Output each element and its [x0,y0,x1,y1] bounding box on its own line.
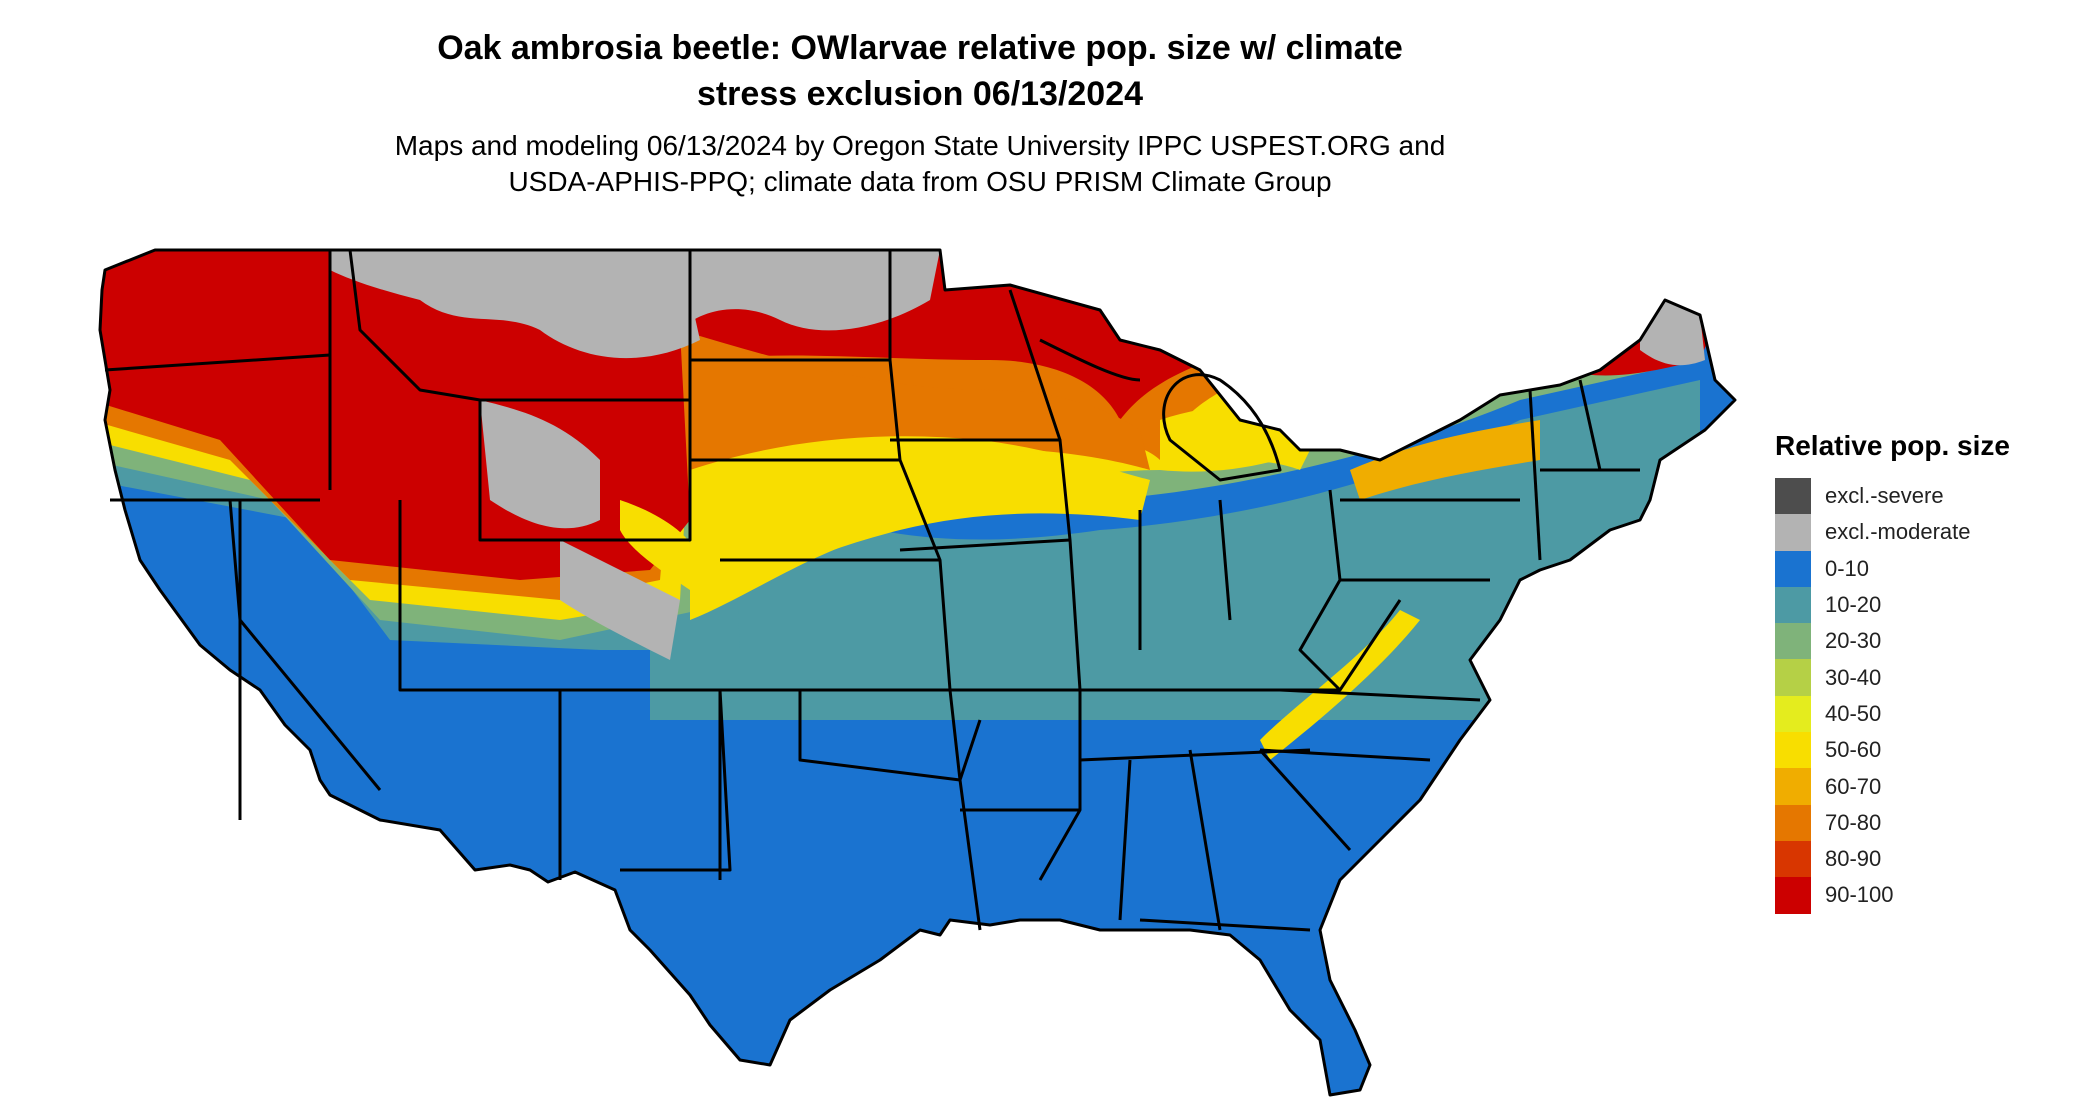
legend-item: 60-70 [1775,768,2010,805]
legend-item: 40-50 [1775,695,2010,733]
legend-label: 0-10 [1825,555,1870,581]
legend-label: 10-20 [1825,592,1882,618]
border-oh-pa [1328,489,1342,581]
border-ga-sc [1258,748,1352,852]
legend-swatch [1775,695,1811,733]
legend-swatch [1775,586,1811,624]
border-mi-lp [1162,373,1282,482]
border-ca-nv [228,499,382,791]
border-nm-tx [620,689,732,872]
us-population-map [98,248,1737,1097]
map-fill-layers [100,250,1735,1095]
title-line-2: stress exclusion 06/13/2024 [696,75,1144,113]
region-excl-moderate-north [330,250,700,359]
legend-item: 10-20 [1775,586,2010,624]
border-nc-sc [1259,748,1431,762]
subtitle-line-2: USDA-APHIS-PPQ; climate data from OSU PR… [508,166,1332,197]
legend-swatch [1775,804,1811,841]
region-50-60-midwest [690,436,1150,620]
border-fl [1139,918,1311,932]
region-excl-moderate-colorado [560,540,680,660]
region-excl-moderate-minnesota [680,250,940,331]
border-ok-tx [798,690,982,782]
legend-item: 80-90 [1775,840,2010,878]
legend-label: 40-50 [1825,700,1882,726]
border-ny-ne [1528,389,1542,561]
title-line-1: Oak ambrosia beetle: OWlarvae relative p… [437,29,1403,67]
legend-items: excl.-severe excl.-moderate 0-10 10-20 20-30… [1775,478,2010,914]
region-excl-moderate-wyoming [480,400,600,529]
border-al-ga [1188,749,1222,931]
border-id-mt [348,249,481,402]
map-subtitle: Maps and modeling 06/13/2024 by Oregon S… [0,128,1840,200]
region-50-60-appalachia [1260,610,1420,760]
legend-label: 70-80 [1825,809,1882,835]
legend-item: 0-10 [1775,550,2010,587]
legend-label: excl.-severe [1825,483,1944,509]
border-central-vertical [888,250,982,931]
legend-label: 60-70 [1825,773,1882,799]
legend-item: excl.-severe [1775,478,2010,515]
border-wi-mi [1039,338,1141,382]
legend-swatch [1775,732,1811,769]
subtitle-line-1: Maps and modeling 06/13/2024 by Oregon S… [394,130,1446,161]
legend-label: 50-60 [1825,737,1882,763]
legend-item: 30-40 [1775,659,2010,696]
border-wa-or [104,353,331,372]
us-outline [98,248,1737,1097]
legend-label: 30-40 [1825,664,1882,690]
legend-item: excl.-moderate [1775,514,2010,551]
region-50-60-colorado [620,500,700,590]
legend-swatch [1775,550,1811,587]
border-in-oh [1218,499,1232,621]
region-60-70-northeast [1350,420,1540,500]
legend-item: 90-100 [1775,877,2010,914]
border-ia-mo [899,538,1071,552]
legend-swatch [1775,514,1811,551]
legend-label: 80-90 [1825,846,1882,872]
region-50-60-michigan [1160,406,1320,470]
border-va-nc [1279,688,1481,702]
legend-swatch [1775,478,1811,515]
map-title: Oak ambrosia beetle: OWlarvae relative p… [0,25,1840,117]
legend: Relative pop. size excl.-severe excl.-mod… [1775,430,2010,914]
legend-label: 90-100 [1825,882,1894,908]
legend-label: 20-30 [1825,628,1882,654]
legend-swatch [1775,768,1811,805]
legend-item: 20-30 [1775,623,2010,660]
border-ms-al [1118,759,1132,921]
legend-swatch [1775,623,1811,660]
state-borders [98,248,1737,1097]
legend-label: excl.-moderate [1825,519,1971,545]
legend-swatch [1775,840,1811,878]
border-ut-co [398,500,560,692]
legend-swatch [1775,659,1811,696]
border-mississippi [1008,289,1082,881]
legend-item: 50-60 [1775,732,2010,769]
border-vt-nh [1578,379,1602,471]
legend-swatch [1775,877,1811,914]
legend-title: Relative pop. size [1775,430,2010,461]
border-wv [1298,579,1402,692]
legend-item: 70-80 [1775,804,2010,841]
region-excl-moderate-maine [1640,300,1705,366]
